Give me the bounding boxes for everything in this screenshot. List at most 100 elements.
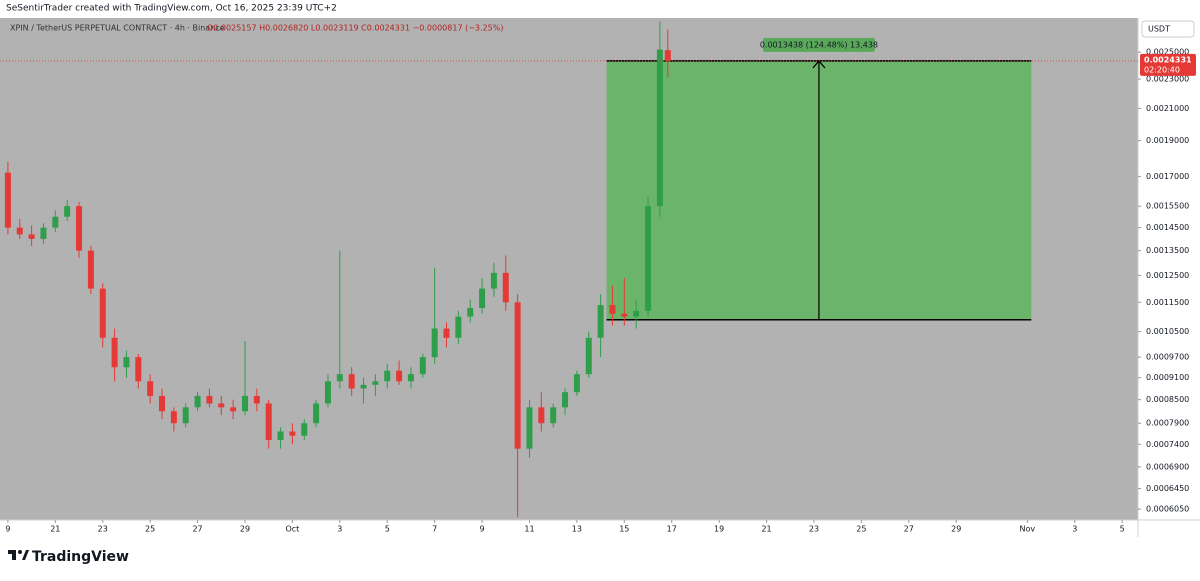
candle-body: [52, 216, 59, 228]
x-tick-label: 9: [5, 525, 10, 534]
candle-body: [159, 395, 166, 412]
candle-body: [289, 431, 296, 436]
y-tick-label: 0.0017000: [1146, 172, 1189, 181]
y-tick-label: 0.0007900: [1146, 419, 1189, 428]
candle-body: [645, 206, 652, 311]
ohlc-legend: O0.0025157 H0.0026820 L0.0023119 C0.0024…: [207, 24, 503, 33]
candle-body: [479, 288, 486, 308]
y-tick-label: 0.0009700: [1146, 353, 1189, 362]
y-tick-label: 0.0009100: [1146, 373, 1189, 382]
y-tick-label: 0.0011500: [1146, 298, 1189, 307]
x-tick-label: Nov: [1020, 525, 1036, 534]
x-tick-label: 27: [904, 525, 914, 534]
candle-body: [111, 337, 118, 368]
y-tick-label: 0.0006900: [1146, 462, 1189, 471]
candle-body: [384, 370, 391, 382]
candle-body: [455, 316, 462, 338]
countdown: 02:20:40: [1144, 65, 1180, 74]
candle-body: [562, 392, 569, 408]
x-tick-label: 13: [572, 525, 582, 534]
y-tick-label: 0.0025000: [1146, 48, 1189, 57]
candle-body: [16, 227, 23, 235]
x-tick-label: 27: [192, 525, 202, 534]
candle-body: [656, 49, 663, 207]
header: SeSentirTrader created with TradingView.…: [6, 4, 337, 14]
candle-body: [502, 272, 509, 303]
candle-body: [241, 395, 248, 412]
candle-body: [265, 403, 272, 440]
candle-body: [514, 302, 521, 449]
x-tick-label: 21: [50, 525, 60, 534]
candle-body: [170, 411, 177, 424]
candle-body: [87, 250, 94, 289]
x-tick-label: 5: [1120, 525, 1125, 534]
brand-logo: [8, 550, 29, 560]
x-tick-label: 3: [337, 525, 342, 534]
y-tick-label: 0.0007400: [1146, 440, 1189, 449]
candle-body: [664, 50, 671, 61]
y-tick-label: 0.0006450: [1146, 484, 1189, 493]
y-tick-label: 0.0013500: [1146, 246, 1189, 255]
x-tick-label: 17: [667, 525, 677, 534]
candle-body: [277, 431, 284, 440]
x-tick-label: 21: [761, 525, 771, 534]
y-tick-label: 0.0023000: [1146, 75, 1189, 84]
x-tick-label: 3: [1072, 525, 1077, 534]
measure-label: 0.0013438 (124.48%) 13,438: [760, 40, 878, 49]
y-tick-label: 0.0008500: [1146, 395, 1189, 404]
x-tick-label: 23: [809, 525, 819, 534]
x-tick-label: 25: [856, 525, 866, 534]
candle-body: [585, 337, 592, 375]
x-tick-label: 7: [432, 525, 437, 534]
candle-body: [538, 407, 545, 424]
candle-body: [324, 381, 331, 404]
candle-body: [206, 395, 213, 404]
y-tick-label: 0.0012500: [1146, 271, 1189, 280]
x-tick-label: Oct: [285, 525, 299, 534]
x-tick-label: 5: [385, 525, 390, 534]
measure-label-box: [762, 37, 875, 52]
candle-body: [253, 395, 260, 404]
candle-body: [431, 328, 438, 358]
candle-body: [443, 328, 450, 338]
candle-body: [64, 206, 71, 217]
candle-body: [135, 357, 142, 382]
y-tick-label: 0.0010500: [1146, 327, 1189, 336]
candle-body: [147, 381, 154, 396]
currency-button[interactable]: [1141, 20, 1195, 38]
y-tick-label: 0.0021000: [1146, 104, 1189, 113]
x-tick-label: 11: [524, 525, 534, 534]
candle-body: [4, 172, 11, 228]
candle-body: [609, 305, 616, 314]
candle-body: [336, 374, 343, 382]
candle-body: [123, 357, 130, 368]
last-price-label: 0.0024331: [1144, 55, 1192, 64]
candle-body: [28, 234, 35, 239]
candle-body: [360, 384, 367, 389]
candle-body: [313, 403, 320, 424]
candle-body: [76, 206, 83, 251]
candle-body: [218, 403, 225, 408]
candle-body: [396, 370, 403, 382]
y-tick-label: 0.0006050: [1146, 505, 1189, 514]
candle-body: [99, 288, 106, 338]
candle-body: [182, 407, 189, 424]
candle-body: [490, 272, 497, 289]
y-tick-label: 0.0014500: [1146, 223, 1189, 232]
x-tick-label: 9: [480, 525, 485, 534]
last-price-box: [1140, 53, 1196, 76]
x-tick-label: 19: [714, 525, 724, 534]
measure-arrowhead: [812, 60, 826, 69]
candle-body: [550, 407, 557, 424]
currency-label: USDT: [1148, 25, 1170, 34]
candle-body: [348, 374, 355, 389]
candle-body: [372, 381, 379, 385]
symbol: XPIN / TetherUS PERPETUAL CONTRACT · 4h …: [10, 24, 225, 33]
candle-body: [573, 374, 580, 393]
brand: TradingView: [32, 549, 129, 565]
candle-body: [40, 227, 47, 239]
x-tick-label: 29: [951, 525, 961, 534]
candle-body: [597, 305, 604, 338]
